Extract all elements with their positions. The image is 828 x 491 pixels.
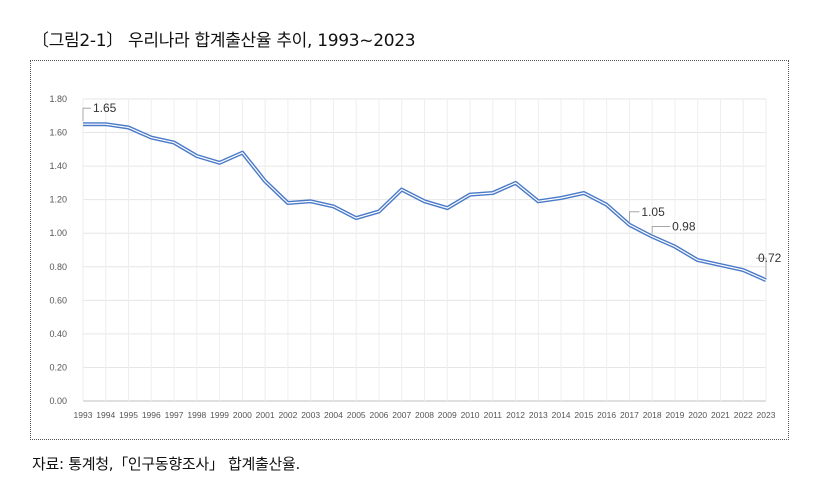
x-tick-label: 2000	[233, 410, 252, 420]
x-tick-label: 2017	[620, 410, 639, 420]
y-tick-label: 0.40	[49, 329, 67, 339]
x-axis-ticks: 1993 1994 1995 1996 1997 1998 1999 2000 2001 2002…	[74, 410, 776, 420]
x-tick-label: 2008	[415, 410, 434, 420]
x-tick-label: 2012	[506, 410, 525, 420]
data-label: 0.72	[758, 251, 782, 265]
series-line	[82, 122, 767, 283]
x-tick-label: 2022	[734, 410, 753, 420]
x-tick-label: 2009	[438, 410, 457, 420]
x-tick-label: 2010	[461, 410, 480, 420]
x-tick-label: 2019	[665, 410, 684, 420]
y-tick-label: 0.60	[49, 295, 67, 305]
data-label: 0.98	[672, 220, 696, 234]
x-tick-label: 1998	[187, 410, 206, 420]
y-tick-label: 1.80	[49, 94, 67, 104]
x-tick-label: 2006	[370, 410, 389, 420]
x-tick-label: 2007	[392, 410, 411, 420]
x-tick-label: 2002	[278, 410, 297, 420]
y-tick-label: 0.20	[49, 362, 67, 372]
y-tick-label: 0.80	[49, 262, 67, 272]
x-tick-label: 1994	[96, 410, 115, 420]
x-tick-label: 1997	[165, 410, 184, 420]
chart-frame: 0.00 0.20 0.40 0.60 0.80 1.00 1.20 1.40 1.60 1.80…	[30, 60, 789, 440]
x-tick-label: 2014	[552, 410, 571, 420]
x-tick-label: 2015	[574, 410, 593, 420]
source-note: 자료: 통계청,「인구동향조사」 합계출산율.	[32, 455, 301, 473]
x-tick-label: 2001	[256, 410, 275, 420]
x-tick-label: 1996	[142, 410, 161, 420]
leader-line	[629, 211, 640, 222]
x-tick-label: 1999	[210, 410, 229, 420]
y-tick-label: 0.00	[49, 396, 67, 406]
x-tick-label: 2005	[347, 410, 366, 420]
y-tick-label: 1.00	[49, 228, 67, 238]
x-tick-label: 2004	[324, 410, 343, 420]
leader-line	[82, 107, 91, 122]
x-tick-label: 1995	[119, 410, 138, 420]
line-chart: 0.00 0.20 0.40 0.60 0.80 1.00 1.20 1.40 1.60 1.80…	[49, 94, 782, 420]
y-axis-ticks: 0.00 0.20 0.40 0.60 0.80 1.00 1.20 1.40 1.60 1.80	[49, 94, 67, 406]
x-tick-label: 2011	[484, 410, 503, 420]
y-tick-label: 1.20	[49, 195, 67, 205]
leader-line	[651, 226, 671, 234]
x-tick-label: 2021	[711, 410, 730, 420]
leader-line	[756, 257, 767, 278]
x-tick-label: 2016	[597, 410, 616, 420]
x-tick-label: 2003	[301, 410, 320, 420]
grid-lines	[82, 98, 767, 402]
data-label: 1.65	[93, 101, 117, 115]
figure-title: 〔그림2-1〕 우리나라 합계출산율 추이, 1993~2023	[32, 31, 416, 51]
x-tick-label: 1993	[74, 410, 93, 420]
x-tick-label: 2023	[757, 410, 776, 420]
x-tick-label: 2018	[643, 410, 662, 420]
y-tick-label: 1.40	[49, 161, 67, 171]
y-tick-label: 1.60	[49, 128, 67, 138]
data-label: 1.05	[641, 205, 665, 219]
data-labels: 1.65 1.05 0.98 0.72	[82, 101, 782, 278]
x-tick-label: 2020	[688, 410, 707, 420]
x-tick-label: 2013	[529, 410, 548, 420]
